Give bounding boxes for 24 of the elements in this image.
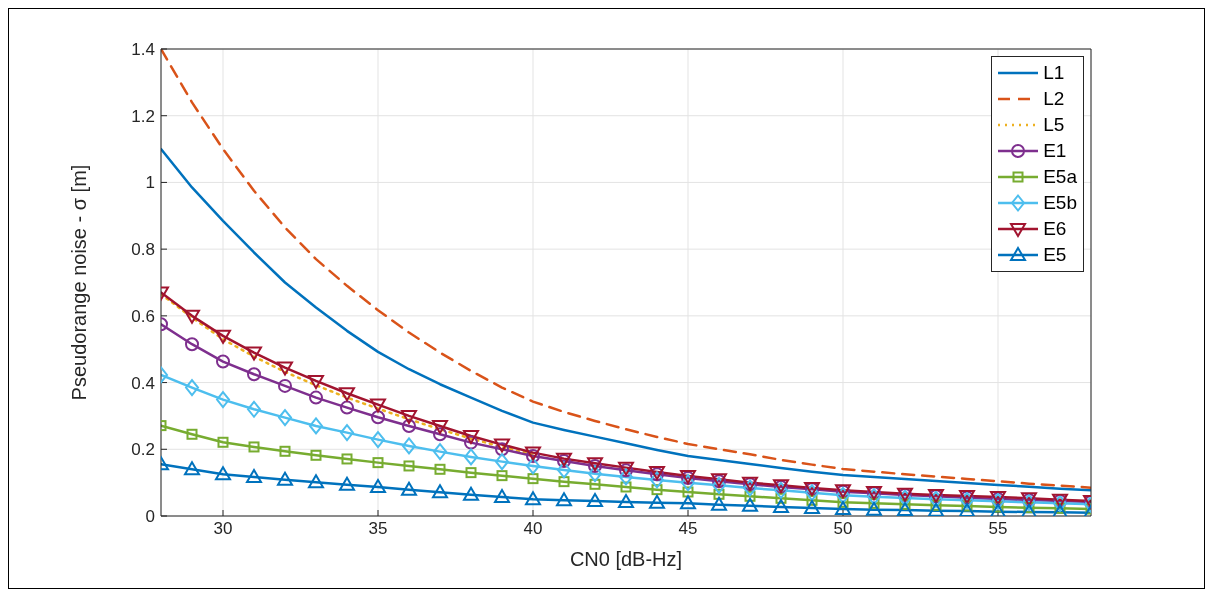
x-axis-title: CN0 [dB-Hz] [569, 548, 683, 571]
y-tick-label: 0.6 [131, 306, 155, 326]
legend-label: E5 [1043, 244, 1067, 266]
legend-label: E5a [1043, 166, 1077, 188]
legend-label: E1 [1043, 140, 1067, 162]
legend-label: E5b [1043, 192, 1077, 214]
y-tick-label: 1.2 [131, 106, 155, 126]
y-tick-label: 0.4 [131, 373, 155, 393]
x-tick-label: 35 [368, 519, 388, 539]
x-tick-label: 55 [988, 519, 1008, 539]
x-tick-label: 45 [678, 519, 698, 539]
y-tick-label: 0.8 [131, 240, 155, 260]
y-tick-label: 1 [145, 173, 155, 193]
legend-label: L1 [1043, 62, 1065, 84]
x-tick-label: 50 [833, 519, 853, 539]
y-axis-title: Pseudorange noise - σ [m] [68, 164, 91, 401]
legend-label: L2 [1043, 88, 1065, 110]
y-tick-label: 1.4 [131, 40, 155, 60]
x-tick-label: 40 [523, 519, 543, 539]
legend-label: L5 [1043, 114, 1065, 136]
x-tick-label: 30 [213, 519, 233, 539]
legend-label: E6 [1043, 218, 1067, 240]
y-tick-label: 0.2 [131, 440, 155, 460]
y-tick-label: 0 [145, 507, 155, 527]
